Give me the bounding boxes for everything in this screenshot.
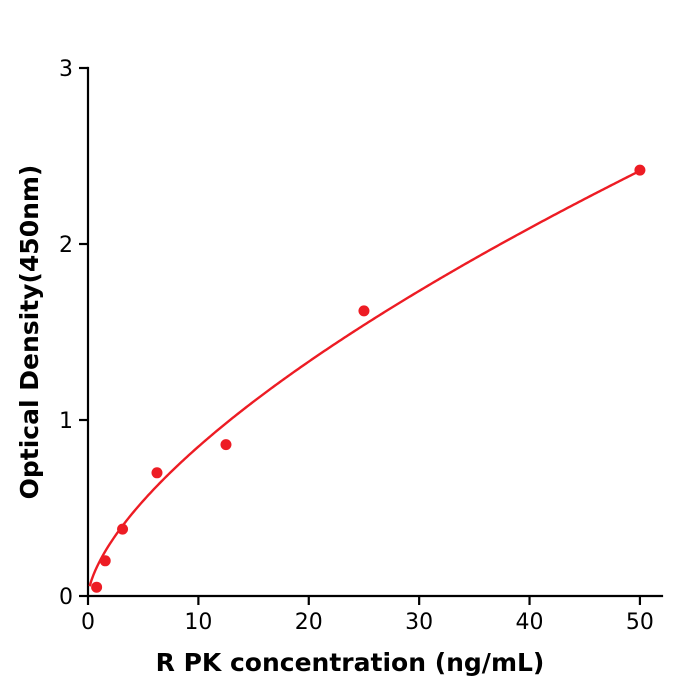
data-point <box>634 164 646 176</box>
y-tick-label: 1 <box>59 409 73 434</box>
x-axis-label: R PK concentration (ng/mL) <box>155 648 545 677</box>
x-tick-label: 40 <box>516 610 544 635</box>
data-point <box>117 523 129 535</box>
data-point <box>151 467 163 479</box>
y-tick-label: 0 <box>59 585 73 610</box>
x-tick-label: 10 <box>184 610 212 635</box>
x-tick-label: 20 <box>295 610 323 635</box>
y-axis-label: Optical Density(450nm) <box>15 164 44 500</box>
data-point <box>91 581 103 593</box>
x-tick-label: 30 <box>405 610 433 635</box>
y-tick-label: 3 <box>59 57 73 82</box>
axes-spines <box>86 66 664 598</box>
data-point <box>358 305 370 317</box>
data-point <box>99 555 111 567</box>
x-tick-label: 0 <box>81 610 95 635</box>
fit-curve <box>88 169 641 587</box>
y-tick-label: 2 <box>59 233 73 258</box>
x-tick-label: 50 <box>626 610 654 635</box>
data-point <box>220 439 232 451</box>
